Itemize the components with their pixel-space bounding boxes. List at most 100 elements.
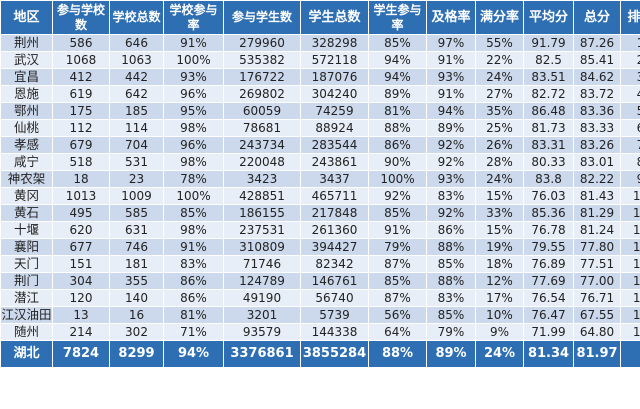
region-cell: 十堰 [0,221,53,239]
data-cell: 24% [475,170,524,188]
region-cell: 随州 [0,323,53,341]
data-cell: 86% [368,136,427,154]
data-cell: 82342 [300,255,369,273]
data-cell: 78% [163,170,224,188]
data-cell: 92% [426,204,476,222]
data-cell: 3201 [223,306,301,324]
data-cell: 120 [52,289,110,307]
data-cell: 6 [620,119,640,137]
data-cell: 83% [163,255,224,273]
header-cell: 学生参与率 [368,0,427,35]
data-cell: 81.29 [573,204,621,222]
data-cell: 100% [368,170,427,188]
data-cell: 1 [620,34,640,52]
header-cell: 参与学生数 [223,0,301,35]
data-cell: 214 [52,323,110,341]
data-cell: 18 [620,323,640,341]
data-cell: 86% [426,221,476,239]
data-cell: 679 [52,136,110,154]
data-cell: 279960 [223,34,301,52]
data-cell: 93% [426,68,476,86]
table-row: 荆州 586 646 91% 279960 328298 85% 97% 55% 91.79 87.… [0,34,640,52]
total-cell: 88% [368,340,427,368]
data-cell: 442 [109,68,164,86]
table-footer: 湖北 7824 8299 94% 3376861 3855284 88% 89%… [0,340,640,368]
data-cell: 92% [426,136,476,154]
table-row: 恩施 619 642 96% 269802 304240 89% 91% 27% 82.72 83.… [0,85,640,103]
data-cell: 124789 [223,272,301,290]
data-cell: 15% [475,221,524,239]
data-cell: 85% [426,255,476,273]
data-cell: 85% [368,204,427,222]
data-cell: 586 [52,34,110,52]
data-cell: 642 [109,85,164,103]
data-cell: 217848 [300,204,369,222]
data-cell: 176722 [223,68,301,86]
header-cell: 学生总数 [300,0,369,35]
data-cell: 9 [620,170,640,188]
data-cell: 237531 [223,221,301,239]
region-cell: 天门 [0,255,53,273]
data-cell: 77.00 [573,272,621,290]
data-cell: 495 [52,204,110,222]
data-cell: 146761 [300,272,369,290]
data-cell: 10% [475,306,524,324]
data-cell: 22% [475,51,524,69]
data-cell: 1063 [109,51,164,69]
data-cell: 619 [52,85,110,103]
data-cell: 13 [620,238,640,256]
data-cell: 77.51 [573,255,621,273]
table-body: 荆州 586 646 91% 279960 328298 85% 97% 55% 91.79 87.… [0,34,640,341]
total-cell: 3376861 [223,340,301,368]
data-cell: 86.48 [523,102,574,120]
data-cell: 33% [475,204,524,222]
data-cell: 26% [475,136,524,154]
data-cell: 88% [368,119,427,137]
data-cell: 151 [52,255,110,273]
total-row: 湖北 7824 8299 94% 3376861 3855284 88% 89%… [0,340,640,368]
data-cell: 12% [475,272,524,290]
data-cell: 394427 [300,238,369,256]
data-cell: 82.5 [523,51,574,69]
total-cell: 81.97 [573,340,621,368]
data-cell: 83% [426,187,476,205]
data-cell: 14 [620,255,640,273]
data-cell: 77.69 [523,272,574,290]
table-row: 鄂州 175 185 95% 60059 74259 81% 94% 35% 86.48 83.36… [0,102,640,120]
data-cell: 310809 [223,238,301,256]
data-cell: 91% [426,51,476,69]
header-cell: 及格率 [426,0,476,35]
data-cell: 112 [52,119,110,137]
data-cell: 220048 [223,153,301,171]
data-cell: 91% [426,85,476,103]
table-row: 武汉 1068 1063 100% 535382 572118 94% 91% 22% 82.5 8… [0,51,640,69]
data-cell: 185 [109,102,164,120]
header-cell: 总分 [573,0,621,35]
data-cell: 81.73 [523,119,574,137]
data-cell: 80.33 [523,153,574,171]
data-cell: 92% [368,187,427,205]
data-cell: 243734 [223,136,301,154]
data-cell: 86% [163,289,224,307]
data-cell: 74259 [300,102,369,120]
data-cell: 18% [475,255,524,273]
header-cell: 排名 [620,0,640,35]
total-cell: 8299 [109,340,164,368]
data-cell: 283544 [300,136,369,154]
data-cell: 18 [52,170,110,188]
data-cell: 96% [163,136,224,154]
data-cell: 16 [620,289,640,307]
data-cell: 17 [620,306,640,324]
data-cell: 71746 [223,255,301,273]
data-cell: 428851 [223,187,301,205]
data-cell: 8 [620,153,640,171]
data-cell: 83.31 [523,136,574,154]
data-cell: 81% [368,102,427,120]
data-cell: 76.78 [523,221,574,239]
total-cell: 湖北 [0,340,53,368]
region-cell: 鄂州 [0,102,53,120]
table-header: 地区 参与学校数 学校总数 学校参与率 参与学生数 学生总数 学生参与率 及格率… [0,0,640,35]
data-cell: 140 [109,289,164,307]
data-cell: 95% [163,102,224,120]
data-cell: 1068 [52,51,110,69]
